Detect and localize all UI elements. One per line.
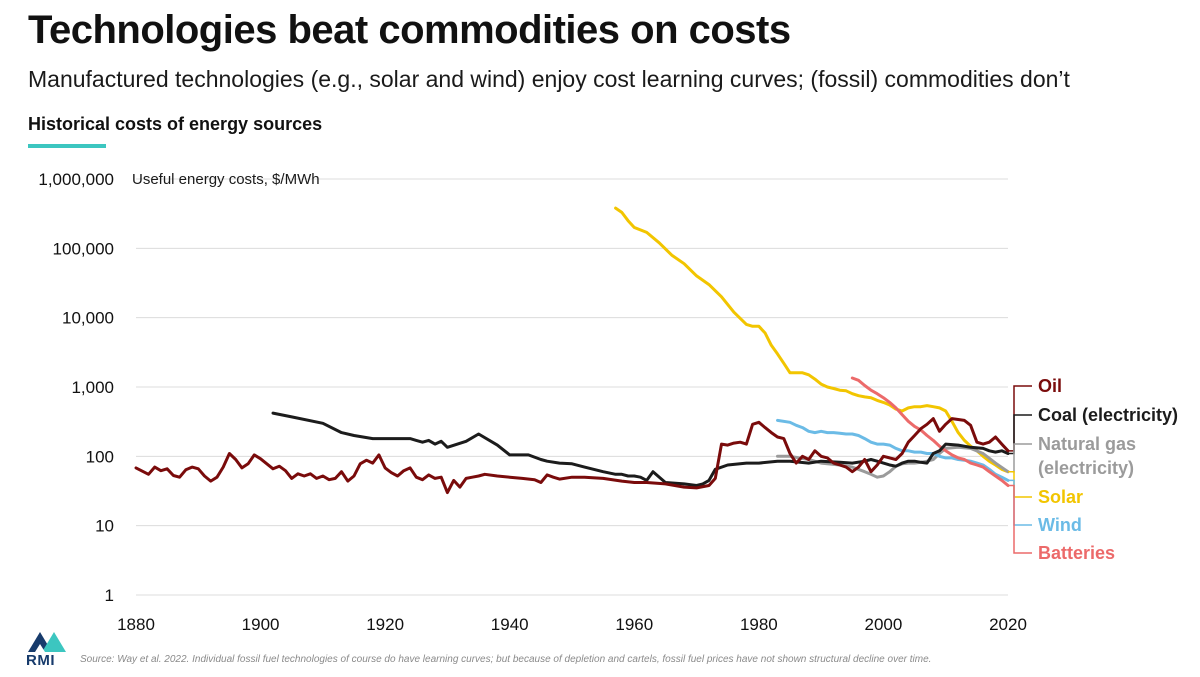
y-tick-label: 10 (95, 517, 114, 536)
chart-section-title: Historical costs of energy sources (28, 114, 323, 134)
leader-line (1008, 484, 1032, 554)
series-label: Solar (1038, 487, 1083, 507)
x-tick-label: 2000 (865, 615, 903, 634)
y-tick-label: 100,000 (53, 239, 114, 258)
x-tick-label: 1900 (242, 615, 280, 634)
series-labels: Oil Coal (electricity) Natural gas (electri… (1008, 376, 1178, 563)
y-tick-label: 1,000 (71, 378, 114, 397)
series-line-batteries (850, 376, 1010, 487)
leader-line (1008, 414, 1032, 455)
series-label: (electricity) (1038, 458, 1134, 478)
page-subtitle: Manufactured technologies (e.g., solar a… (28, 66, 1070, 92)
series-line-oil (134, 417, 1010, 495)
accent-underline (28, 144, 106, 148)
source-note: Source: Way et al. 2022. Individual foss… (80, 654, 932, 665)
x-axis-ticks: 1880 1900 1920 1940 1960 1980 2000 2020 (117, 615, 1027, 634)
x-tick-label: 1920 (366, 615, 404, 634)
series-lines (134, 206, 1010, 495)
series-line-solar (614, 206, 1010, 474)
y-axis-ticks: 1,000,000 100,000 10,000 1,000 100 10 1 (38, 170, 114, 605)
y-tick-label: 1,000,000 (38, 170, 114, 189)
series-label: Oil (1038, 376, 1062, 396)
leader-line (1008, 479, 1032, 526)
leader-line (1008, 470, 1032, 498)
y-tick-label: 10,000 (62, 309, 114, 328)
leader-line (1008, 443, 1032, 473)
x-tick-label: 1880 (117, 615, 155, 634)
grid-lines (136, 178, 1008, 596)
y-tick-label: 1 (105, 586, 114, 605)
x-tick-label: 1980 (740, 615, 778, 634)
page-title: Technologies beat commodities on costs (28, 8, 791, 52)
rmi-logo: RMI (26, 628, 76, 669)
leader-line (1008, 385, 1032, 452)
series-label: Coal (electricity) (1038, 405, 1178, 425)
y-axis-label: Useful energy costs, $/MWh (132, 171, 320, 188)
mountain-icon (28, 632, 66, 652)
x-tick-label: 1960 (615, 615, 653, 634)
series-label: Natural gas (1038, 434, 1136, 454)
x-tick-label: 2020 (989, 615, 1027, 634)
x-tick-label: 1940 (491, 615, 529, 634)
y-tick-label: 100 (86, 447, 114, 466)
series-label: Batteries (1038, 543, 1115, 563)
series-line-wind (776, 418, 1010, 482)
logo-text: RMI (26, 652, 55, 669)
series-line-coal-electricity (271, 411, 1010, 487)
series-label: Wind (1038, 515, 1082, 535)
